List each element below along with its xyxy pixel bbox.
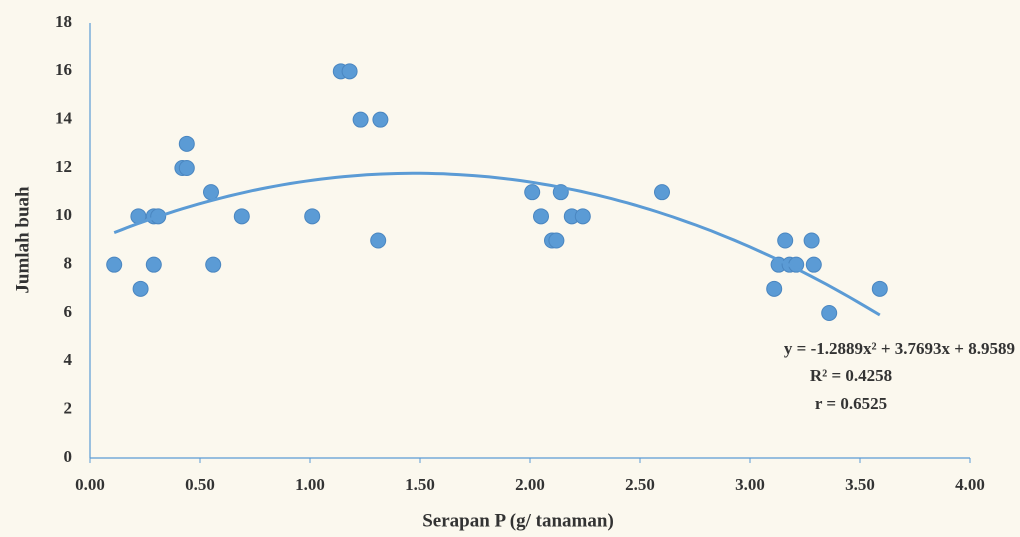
point [766, 280, 783, 297]
y-tick-label: 16 [55, 60, 72, 79]
point [370, 232, 387, 249]
point [205, 256, 222, 273]
y-tick-label: 0 [64, 447, 73, 466]
correlation: r = 0.6525 [815, 394, 887, 413]
y-tick-label: 4 [64, 350, 73, 369]
point [777, 232, 794, 249]
point [803, 232, 820, 249]
trend-equation: y = -1.2889x² + 3.7693x + 8.9589 [784, 339, 1015, 358]
y-tick-label: 18 [55, 12, 72, 31]
x-tick-label: 2.50 [625, 475, 655, 494]
x-tick-label: 2.00 [515, 475, 545, 494]
x-tick-label: 1.50 [405, 475, 435, 494]
point [304, 208, 321, 225]
point [805, 256, 822, 273]
point [574, 208, 591, 225]
point [352, 111, 369, 128]
x-tick-label: 4.00 [955, 475, 985, 494]
x-tick-label: 3.50 [845, 475, 875, 494]
point [341, 63, 358, 80]
point [654, 184, 670, 201]
y-tick-label: 6 [64, 302, 73, 321]
x-tick-label: 0.00 [75, 475, 105, 494]
point [132, 280, 149, 297]
point [821, 305, 838, 321]
trendline [113, 171, 881, 317]
point [106, 256, 123, 273]
x-tick-label: 3.00 [735, 475, 765, 494]
r-squared: R² = 0.4258 [810, 366, 892, 385]
point [178, 135, 195, 152]
x-tick-label: 1.00 [295, 475, 325, 494]
point [203, 184, 219, 201]
y-tick-label: 2 [64, 399, 73, 418]
point [871, 280, 888, 297]
point [372, 111, 389, 128]
y-tick-label: 10 [55, 205, 72, 224]
y-axis-title: Jumlah buah [12, 186, 33, 294]
point [178, 160, 195, 176]
x-axis-title: Serapan P (g/ tanaman) [422, 510, 614, 531]
y-tick-label: 12 [55, 157, 72, 176]
point [533, 208, 549, 225]
point [233, 208, 250, 225]
x-tick-label: 0.50 [185, 475, 215, 494]
point [548, 232, 565, 249]
point [524, 184, 541, 201]
y-tick-label: 14 [55, 109, 73, 128]
y-tick-label: 8 [64, 254, 73, 273]
point [145, 256, 162, 273]
